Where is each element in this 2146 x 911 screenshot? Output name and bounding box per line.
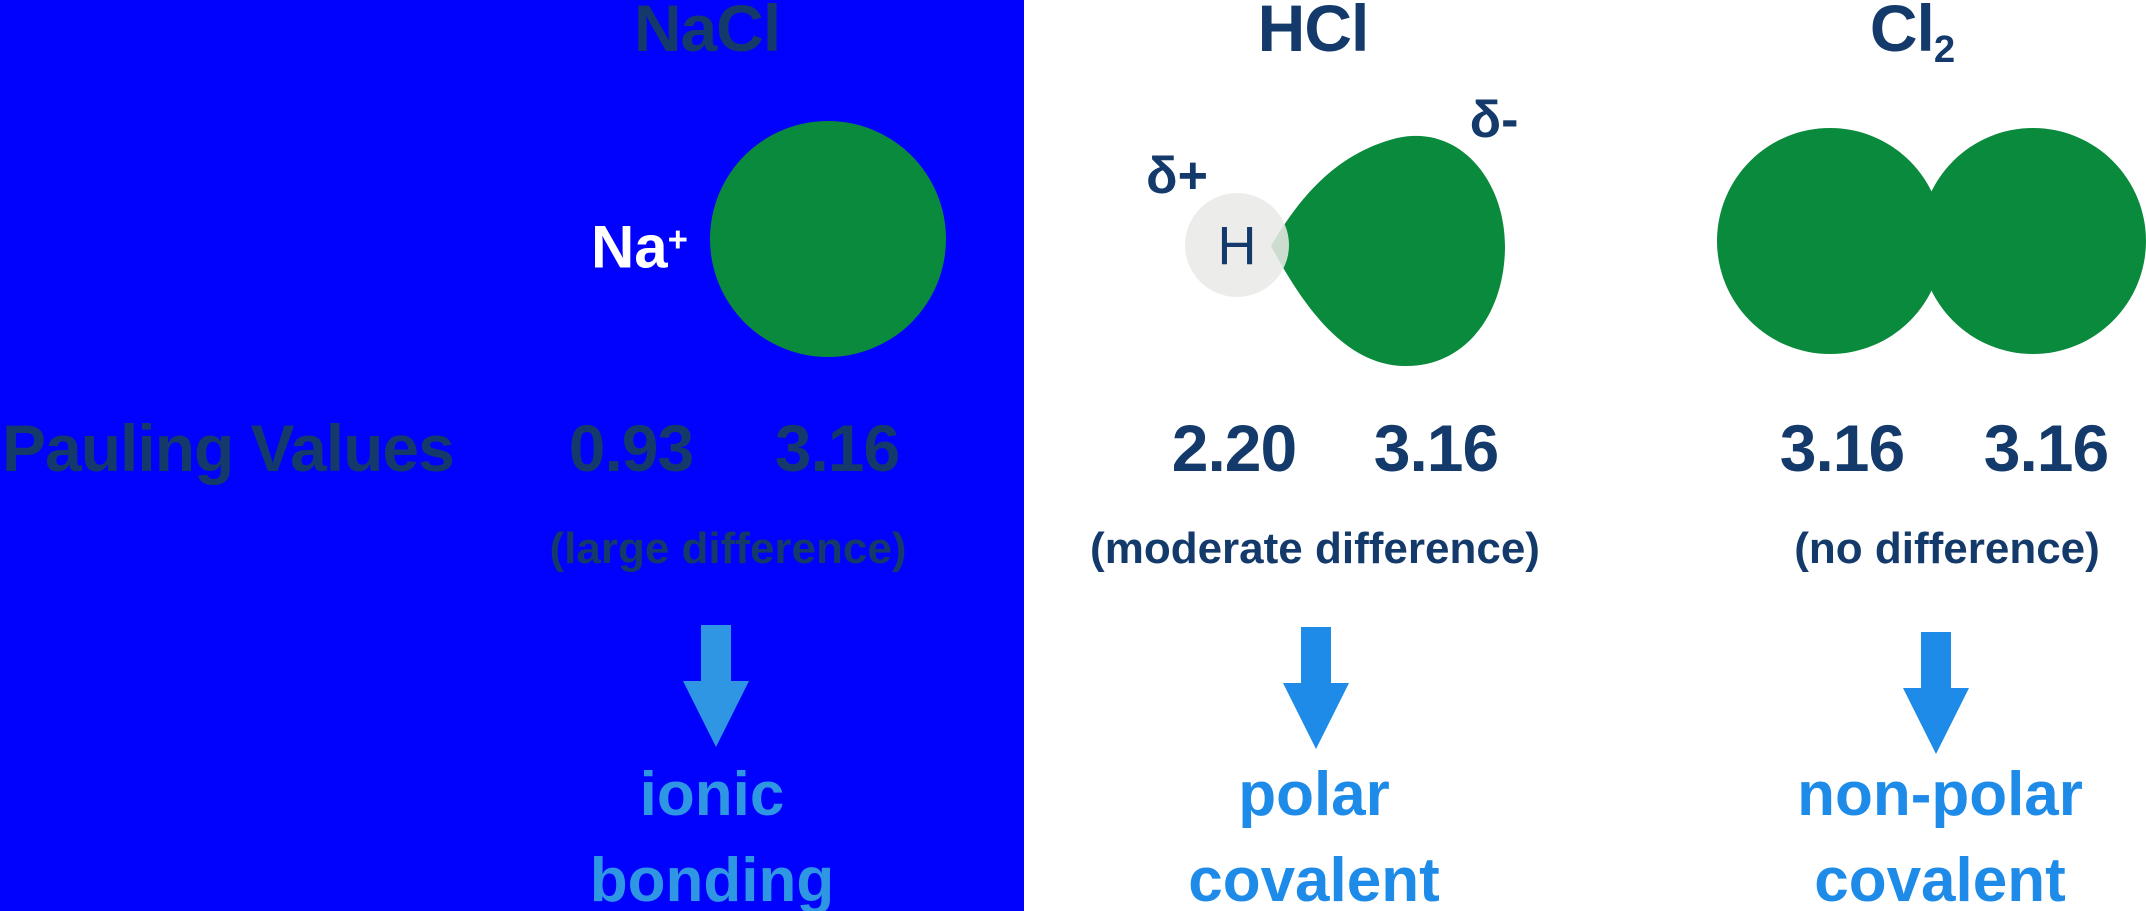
bond-type-line2: bonding xyxy=(589,846,835,911)
pauling-value-h: 2.20 xyxy=(1171,411,1297,485)
bond-type-line1: ionic xyxy=(639,760,785,829)
bond-type-label-polar-covalent: polar covalent xyxy=(1188,752,1440,911)
chloride-ion-circle xyxy=(710,121,946,357)
difference-note-hcl: (moderate difference) xyxy=(1090,524,1540,573)
chlorine-atom-circle-left xyxy=(1717,128,1943,354)
molecule-title-hcl: HCl xyxy=(1257,0,1370,66)
bond-type-line2: covalent xyxy=(1188,846,1440,911)
bond-type-label-ionic: ionic bonding xyxy=(590,752,834,911)
molecule-title-cl2-text: Cl xyxy=(1869,0,1935,65)
down-arrow-icon-cl2 xyxy=(1903,632,1969,754)
down-arrow-icon-nacl xyxy=(683,625,749,747)
partial-positive-label: δ+ xyxy=(1146,147,1208,205)
section-cl2: Cl2 3.16 3.16 (no difference) non-polar … xyxy=(1590,0,2146,911)
hydrogen-symbol: H xyxy=(1217,216,1257,276)
molecule-title-cl2: Cl2 xyxy=(1869,0,1955,71)
difference-note-cl2: (no difference) xyxy=(1794,524,2100,573)
pauling-values-label: Pauling Values xyxy=(2,411,455,485)
pauling-value-cl: 3.16 xyxy=(1373,411,1499,485)
sodium-charge-superscript: + xyxy=(667,220,688,260)
molecule-title-cl2-subscript: 2 xyxy=(1933,27,1955,71)
difference-note-nacl: (large difference) xyxy=(549,524,907,573)
bond-type-label-nonpolar-covalent: non-polar covalent xyxy=(1797,752,2083,911)
hydrogen-atom-circle xyxy=(1185,193,1289,297)
sodium-symbol: Na xyxy=(590,213,668,281)
down-arrow-icon-hcl xyxy=(1283,627,1349,749)
bond-type-line1: polar xyxy=(1238,760,1390,829)
molecule-title-hcl-text: HCl xyxy=(1257,0,1370,65)
chlorine-electron-cloud-blob xyxy=(1269,128,1505,379)
pauling-value-cl: 3.16 xyxy=(774,411,900,485)
section-nacl: NaCl Na+ Pauling Values 0.93 3.16 (large… xyxy=(0,0,1024,911)
pauling-value-cl-left: 3.16 xyxy=(1779,411,1905,485)
molecule-title-nacl: NaCl xyxy=(633,0,781,66)
section-hcl: HCl δ+ δ- H 2.20 3.16 (moderate differen… xyxy=(1024,0,1590,911)
sodium-ion-label: Na+ xyxy=(591,213,688,282)
molecule-title-nacl-text: NaCl xyxy=(633,0,781,65)
bond-type-line2: covalent xyxy=(1814,846,2066,911)
chlorine-atom-circle-right xyxy=(1920,128,2146,354)
partial-negative-label: δ- xyxy=(1469,91,1519,149)
pauling-value-cl-right: 3.16 xyxy=(1983,411,2109,485)
bond-type-line1: non-polar xyxy=(1797,760,2083,829)
pauling-value-na: 0.93 xyxy=(568,411,694,485)
